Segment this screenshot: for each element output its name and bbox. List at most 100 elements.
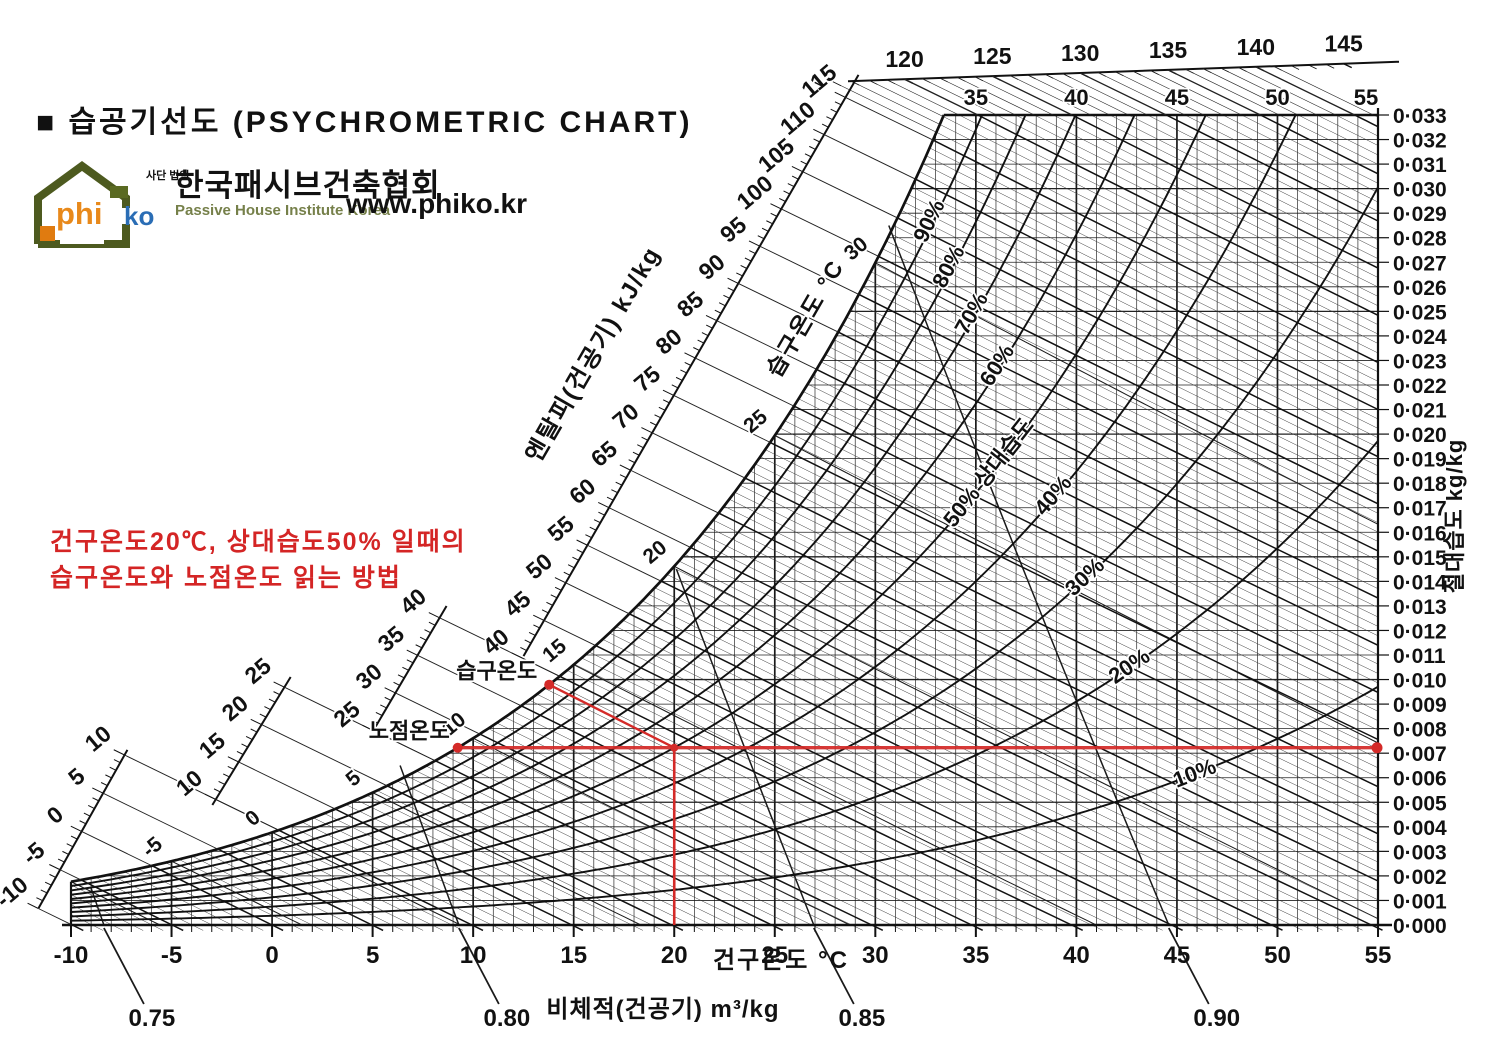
svg-text:0·022: 0·022	[1393, 375, 1447, 398]
specific-volume-lines: 0.75 0.80 0.85 0.90	[90, 225, 1240, 1032]
svg-text:45: 45	[499, 585, 535, 621]
svg-text:25: 25	[761, 942, 788, 969]
svg-text:0·029: 0·029	[1393, 203, 1447, 226]
svg-text:20: 20	[217, 690, 253, 726]
svg-text:건구온도 °C: 건구온도 °C	[713, 947, 849, 974]
svg-text:10: 10	[80, 720, 116, 756]
svg-text:15: 15	[538, 634, 571, 667]
svg-text:습구온도: 습구온도	[456, 659, 537, 684]
svg-text:35: 35	[964, 85, 988, 110]
logo-ko-text: ko	[124, 201, 155, 231]
svg-text:0·008: 0·008	[1393, 719, 1447, 742]
svg-text:0·021: 0·021	[1393, 400, 1447, 423]
svg-text:95: 95	[715, 211, 751, 247]
svg-text:0·011: 0·011	[1393, 645, 1446, 668]
svg-text:0·013: 0·013	[1393, 596, 1447, 619]
svg-text:25: 25	[240, 652, 276, 688]
svg-text:비체적(건공기) m³/kg: 비체적(건공기) m³/kg	[546, 996, 779, 1023]
svg-text:절대습도 kg/kg: 절대습도 kg/kg	[1442, 439, 1467, 594]
svg-text:-5: -5	[17, 836, 50, 869]
svg-text:40: 40	[477, 623, 513, 659]
svg-text:0·012: 0·012	[1393, 620, 1447, 643]
svg-text:25: 25	[328, 696, 364, 732]
phiko-logo: phi ko 사단 법인 한국패시브건축협회 Passive House Ins…	[28, 158, 628, 258]
svg-text:0·003: 0·003	[1393, 841, 1447, 864]
svg-text:75: 75	[629, 360, 665, 396]
svg-text:0·024: 0·024	[1393, 326, 1447, 349]
svg-text:30: 30	[862, 942, 889, 969]
svg-text:125: 125	[973, 43, 1012, 69]
svg-text:0·023: 0·023	[1393, 350, 1447, 373]
page-title: ■ 습공기선도 (PSYCHROMETRIC CHART)	[36, 106, 693, 139]
svg-text:0·027: 0·027	[1393, 252, 1447, 275]
svg-text:0·007: 0·007	[1393, 743, 1447, 766]
svg-text:0.80: 0.80	[484, 1005, 531, 1032]
svg-text:습구온도 °C: 습구온도 °C	[761, 255, 849, 381]
svg-text:0·006: 0·006	[1393, 768, 1447, 791]
svg-text:30: 30	[351, 658, 387, 694]
svg-text:5: 5	[63, 762, 90, 790]
svg-text:30%: 30%	[1060, 552, 1109, 600]
svg-text:40: 40	[1063, 942, 1090, 969]
logo-org-name-en: Passive House Institute Korea	[175, 202, 391, 219]
svg-text:20: 20	[639, 536, 672, 569]
svg-text:100: 100	[731, 170, 777, 215]
axes-and-saturation: -10 -5 0 5 10 15 20 25 30 35 40 45 50 550·0000·0010·0…	[54, 105, 1447, 969]
svg-text:65: 65	[586, 435, 622, 471]
svg-text:0·002: 0·002	[1393, 866, 1447, 889]
svg-text:45: 45	[1164, 942, 1191, 969]
humidity-gridlines	[71, 114, 1378, 901]
svg-text:55: 55	[1354, 85, 1378, 110]
svg-text:15: 15	[560, 942, 587, 969]
svg-text:0·033: 0·033	[1393, 105, 1447, 128]
svg-text:80: 80	[650, 323, 686, 359]
svg-text:145: 145	[1324, 31, 1363, 57]
svg-text:140: 140	[1237, 34, 1275, 60]
svg-text:0·019: 0·019	[1393, 449, 1447, 472]
svg-text:55: 55	[1365, 942, 1392, 969]
logo-association-type: 사단 법인	[146, 170, 190, 182]
svg-text:130: 130	[1061, 40, 1099, 66]
svg-text:5: 5	[366, 942, 379, 969]
svg-text:30: 30	[840, 233, 873, 266]
svg-text:20%: 20%	[1104, 643, 1154, 689]
svg-text:10: 10	[460, 942, 487, 969]
svg-text:40: 40	[1064, 85, 1088, 110]
svg-text:0.85: 0.85	[838, 1005, 885, 1032]
svg-text:0·025: 0·025	[1393, 301, 1447, 324]
svg-text:85: 85	[672, 286, 708, 322]
svg-text:0·020: 0·020	[1393, 424, 1447, 447]
svg-text:70: 70	[607, 398, 643, 434]
svg-text:0·018: 0·018	[1393, 473, 1447, 496]
svg-text:0.75: 0.75	[129, 1005, 176, 1032]
svg-text:0·028: 0·028	[1393, 228, 1447, 251]
svg-text:0·031: 0·031	[1393, 154, 1447, 177]
svg-text:20: 20	[661, 942, 688, 969]
example-note: 건구온도20℃, 상대습도50% 일때의 습구온도와 노점온도 읽는 방법	[50, 524, 467, 597]
svg-text:15: 15	[194, 727, 230, 763]
svg-text:-5: -5	[138, 832, 167, 862]
svg-text:25: 25	[739, 405, 772, 438]
svg-text:60: 60	[564, 473, 600, 509]
svg-text:0·004: 0·004	[1393, 817, 1447, 840]
svg-text:50: 50	[521, 548, 557, 584]
svg-text:0·016: 0·016	[1393, 522, 1447, 545]
svg-text:-5: -5	[161, 942, 182, 969]
svg-text:50: 50	[1265, 85, 1289, 110]
svg-text:-10: -10	[54, 942, 89, 969]
relative-humidity-curves	[70, 114, 1379, 922]
phiko-house-icon	[34, 161, 130, 248]
svg-text:55: 55	[543, 510, 579, 546]
svg-text:0: 0	[42, 801, 69, 829]
svg-text:0·001: 0·001	[1393, 890, 1447, 913]
svg-text:135: 135	[1149, 37, 1188, 63]
svg-text:0·005: 0·005	[1393, 792, 1447, 815]
svg-text:120: 120	[885, 46, 923, 72]
logo-website-link[interactable]: www.phiko.kr	[346, 188, 527, 219]
svg-text:0·026: 0·026	[1393, 277, 1447, 300]
svg-text:0·015: 0·015	[1393, 547, 1447, 570]
logo-phi-text: phi	[56, 196, 103, 231]
svg-text:0·009: 0·009	[1393, 694, 1447, 717]
svg-text:엔탈피(건공기) kJ/kg: 엔탈피(건공기) kJ/kg	[521, 242, 667, 467]
